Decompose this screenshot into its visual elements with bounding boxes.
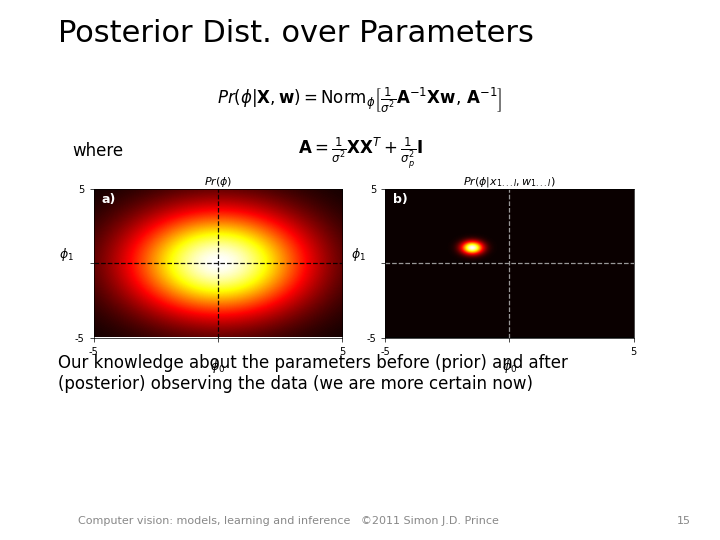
Text: Our knowledge about the parameters before (prior) and after: Our knowledge about the parameters befor… — [58, 354, 567, 372]
Text: Computer vision: models, learning and inference   ©2011 Simon J.D. Prince: Computer vision: models, learning and in… — [78, 516, 498, 526]
Title: $Pr(\phi|x_{1...I}, w_{1...I})$: $Pr(\phi|x_{1...I}, w_{1...I})$ — [463, 175, 556, 189]
Text: where: where — [72, 142, 123, 160]
Title: $Pr(\phi)$: $Pr(\phi)$ — [204, 175, 232, 189]
Y-axis label: $\phi_1$: $\phi_1$ — [351, 246, 366, 263]
Text: b): b) — [392, 193, 408, 206]
Y-axis label: $\phi_1$: $\phi_1$ — [59, 246, 74, 263]
Text: Posterior Dist. over Parameters: Posterior Dist. over Parameters — [58, 19, 534, 48]
X-axis label: $\phi_0$: $\phi_0$ — [210, 358, 225, 375]
Text: $Pr(\phi|\mathbf{X}, \mathbf{w}) = \mathrm{Norm}_\phi\left[\frac{1}{\sigma^2}\ma: $Pr(\phi|\mathbf{X}, \mathbf{w}) = \math… — [217, 85, 503, 114]
Text: 15: 15 — [678, 516, 691, 526]
Text: (posterior) observing the data (we are more certain now): (posterior) observing the data (we are m… — [58, 375, 533, 393]
X-axis label: $\phi_0$: $\phi_0$ — [502, 358, 517, 375]
Text: a): a) — [101, 193, 115, 206]
Text: $\mathbf{A} = \frac{1}{\sigma^2}\mathbf{X}\mathbf{X}^T + \frac{1}{\sigma_p^2}\ma: $\mathbf{A} = \frac{1}{\sigma^2}\mathbf{… — [297, 136, 423, 172]
